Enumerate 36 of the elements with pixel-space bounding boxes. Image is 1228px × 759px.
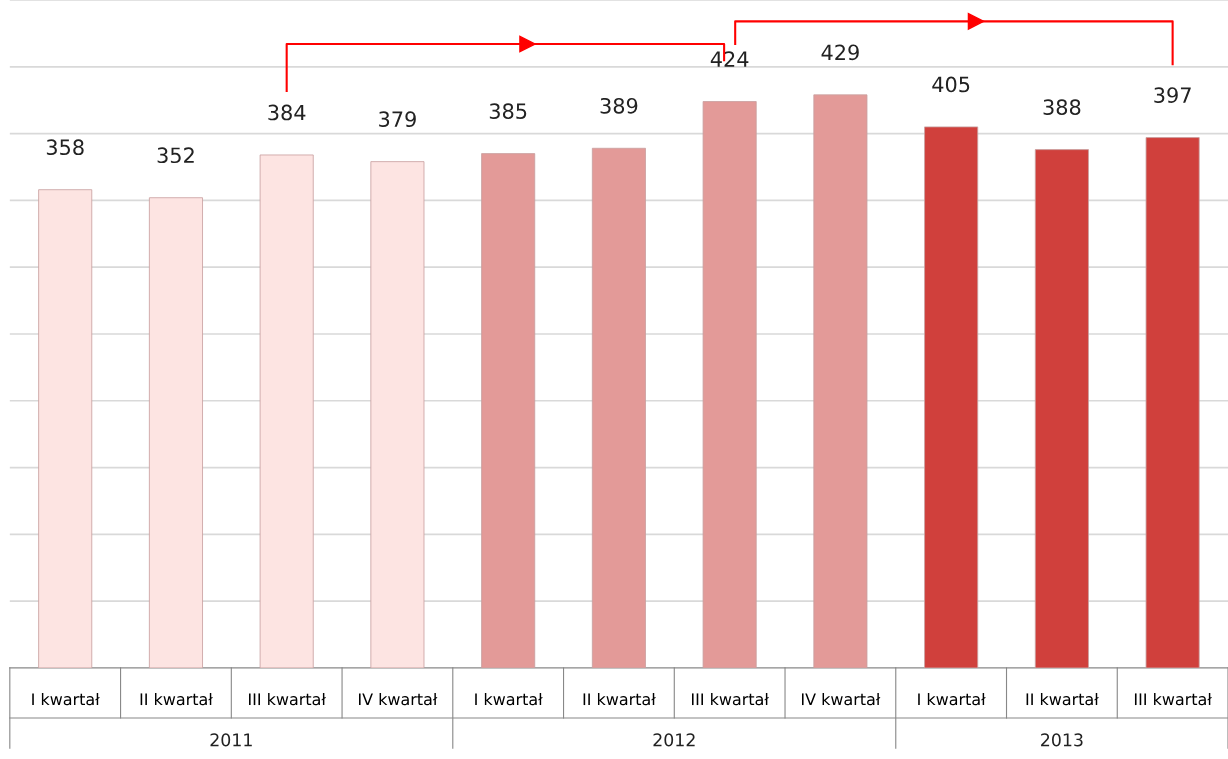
- x-tick-label: IV kwartał: [801, 692, 881, 706]
- data-label: 397: [1154, 87, 1191, 103]
- data-label: 429: [821, 44, 859, 61]
- x-tick-label: III kwartał: [691, 692, 769, 706]
- bar: [259, 154, 314, 668]
- bar: [370, 161, 425, 668]
- bar: [148, 197, 203, 668]
- data-label: 405: [932, 76, 970, 93]
- text: 2011: [210, 733, 252, 747]
- x-tick-label: IV kwartał: [359, 692, 438, 706]
- text: 2013: [1041, 733, 1083, 747]
- bar: [38, 189, 93, 668]
- x-tick-label: II kwartał: [1026, 692, 1099, 706]
- x-tick-label: I kwartał: [475, 692, 543, 706]
- bar: [1034, 149, 1089, 668]
- data-label: 385: [489, 103, 527, 120]
- x-tick-label: II kwartał: [140, 692, 213, 706]
- bar: [591, 147, 646, 668]
- data-label: 424: [710, 51, 749, 67]
- data-label: 379: [379, 111, 416, 128]
- data-label: 388: [1043, 99, 1081, 116]
- text: 2012: [653, 733, 695, 747]
- x-tick-label: III kwartał: [249, 692, 326, 706]
- bar: [481, 153, 536, 668]
- bar: [702, 101, 757, 668]
- bar: [813, 94, 868, 668]
- x-tick-label: I kwartał: [918, 692, 986, 706]
- x-tick-label: III kwartał: [1134, 692, 1212, 706]
- data-label: 384: [268, 104, 306, 121]
- bar: [924, 126, 979, 668]
- data-label: 358: [46, 139, 84, 156]
- x-tick-label: I kwartał: [32, 692, 100, 706]
- x-tick-label: II kwartał: [583, 692, 656, 706]
- data-label: 352: [157, 147, 194, 164]
- bar: [1145, 137, 1200, 668]
- data-label: 389: [600, 97, 638, 114]
